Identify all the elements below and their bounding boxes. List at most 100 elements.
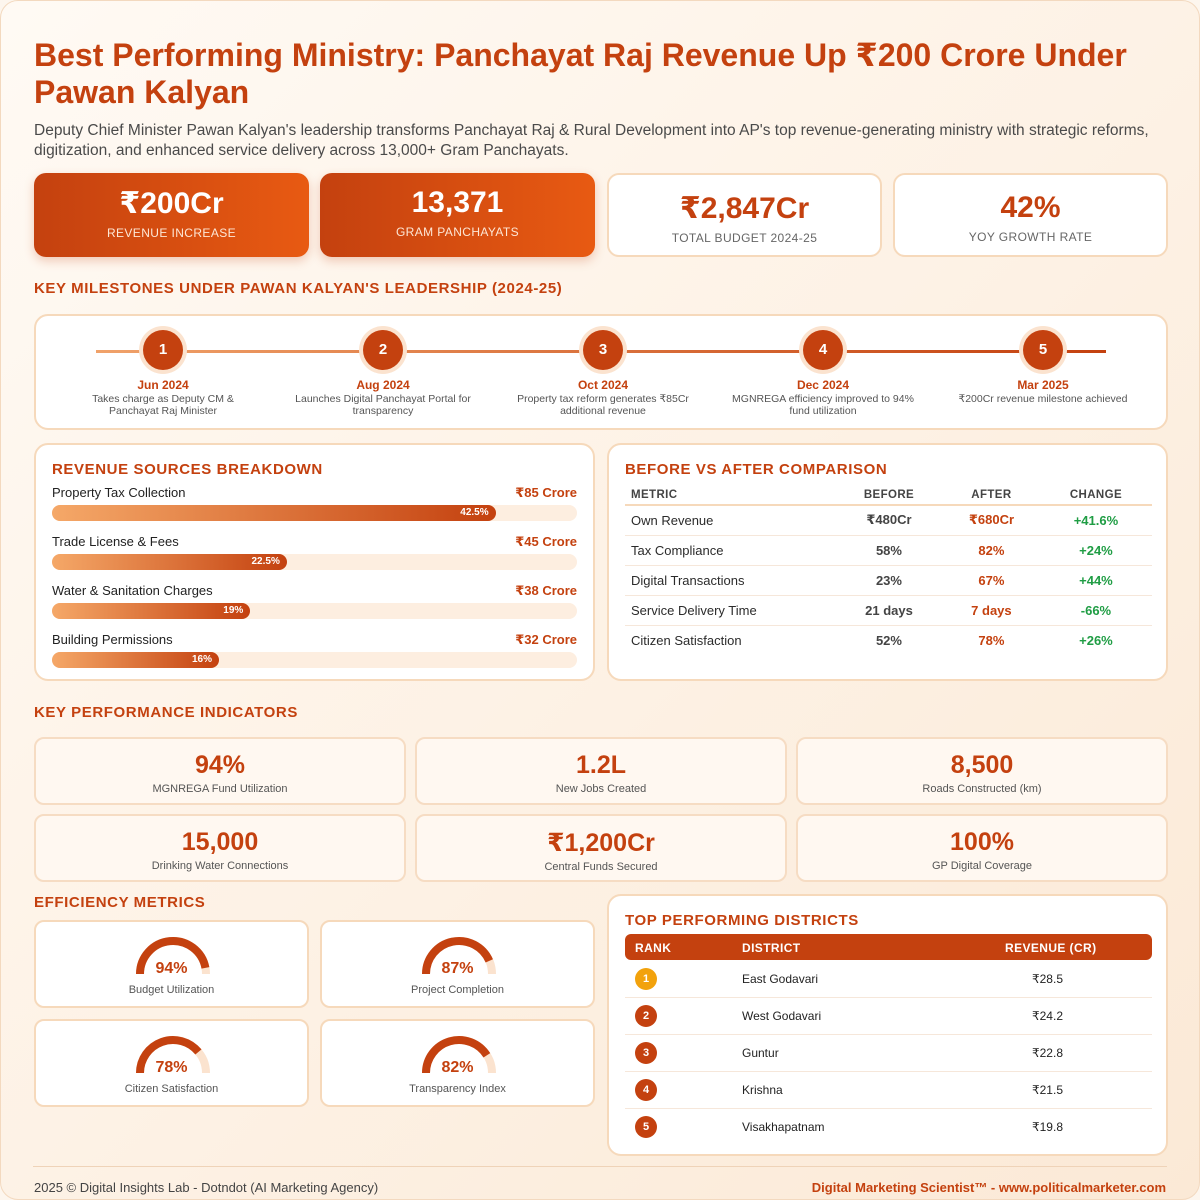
- table-row: 3 Guntur ₹22.8: [625, 1035, 1152, 1072]
- milestone-step: 4 Dec 2024 MGNREGA efficiency improved t…: [728, 330, 918, 417]
- gauge-icon: [136, 936, 210, 975]
- revenue-bar-track: 16%: [52, 652, 577, 668]
- gauge-icon: [422, 936, 496, 975]
- revenue-bar-track: 22.5%: [52, 554, 577, 570]
- revenue-sources-card: REVENUE SOURCES BREAKDOWN Property Tax C…: [34, 443, 595, 681]
- milestone-date: Mar 2025: [1017, 378, 1069, 392]
- efficiency-card: 87% Project Completion: [320, 920, 595, 1008]
- milestone-number: 4: [803, 330, 843, 370]
- milestone-number: 3: [583, 330, 623, 370]
- revenue-row: Building Permissions ₹32 Crore 16%: [52, 632, 577, 672]
- metric-cell: Own Revenue: [625, 505, 835, 536]
- efficiency-value: 87%: [441, 960, 474, 977]
- table-row: 5 Visakhapatnam ₹19.8: [625, 1109, 1152, 1146]
- milestone-number: 2: [363, 330, 403, 370]
- metric-cell: Digital Transactions: [625, 565, 835, 596]
- stat-value: ₹200Cr: [119, 187, 224, 220]
- stat-card-total-budget: ₹2,847Cr TOTAL BUDGET 2024-25: [607, 173, 882, 257]
- kpi-value: 8,500: [950, 751, 1014, 779]
- kpi-card: 15,000 Drinking Water Connections: [34, 814, 406, 882]
- district-revenue: ₹24.2: [1032, 1009, 1063, 1023]
- stat-label: TOTAL BUDGET 2024-25: [671, 231, 818, 245]
- milestone-date: Oct 2024: [577, 378, 629, 392]
- district-name: East Godavari: [742, 972, 819, 986]
- revenue-bar-fill: 42.5%: [52, 505, 496, 521]
- milestone-desc: Takes charge as Deputy CM & Panchayat Ra…: [92, 393, 234, 417]
- kpi-card: 1.2L New Jobs Created: [415, 737, 787, 805]
- gauge-fill: [136, 1036, 202, 1074]
- gauge-fill: [422, 1036, 491, 1074]
- rank-badge: 1: [635, 968, 657, 990]
- milestone-desc: Launches Digital Panchayat Portal for tr…: [295, 393, 471, 417]
- milestone-step: 1 Jun 2024 Takes charge as Deputy CM & P…: [68, 330, 258, 417]
- milestone-desc: Property tax reform generates ₹85Cr addi…: [517, 393, 689, 417]
- after-cell: 82%: [942, 535, 1040, 566]
- rank-badge: 2: [635, 1005, 657, 1027]
- kpi-label: Central Funds Secured: [544, 861, 658, 873]
- column-header: RANK: [635, 941, 672, 955]
- milestones-timeline: 1 Jun 2024 Takes charge as Deputy CM & P…: [34, 314, 1168, 430]
- revenue-amount: ₹85 Crore: [515, 485, 577, 500]
- milestone-date: Dec 2024: [796, 378, 850, 392]
- stat-value: 42%: [1000, 191, 1061, 224]
- district-revenue: ₹21.5: [1032, 1083, 1063, 1097]
- comparison-card: BEFORE VS AFTER COMPARISON METRIC BEFORE…: [607, 443, 1168, 681]
- milestone-desc: ₹200Cr revenue milestone achieved: [958, 393, 1128, 405]
- column-header: DISTRICT: [742, 941, 801, 955]
- change-cell: +44%: [1039, 565, 1152, 596]
- page-subtitle: Deputy Chief Minister Pawan Kalyan's lea…: [34, 122, 1149, 159]
- revenue-source-name: Property Tax Collection: [52, 485, 186, 500]
- gauge-icon: [422, 1036, 496, 1074]
- rank-badge: 4: [635, 1079, 657, 1101]
- after-cell: 78%: [978, 632, 1005, 648]
- stat-card-revenue-increase: ₹200Cr REVENUE INCREASE: [34, 173, 309, 257]
- districts-heading: TOP PERFORMING DISTRICTS: [625, 912, 859, 929]
- comparison-table: METRIC BEFORE AFTER CHANGE Own Revenue ₹…: [625, 485, 1152, 655]
- district-revenue: ₹22.8: [1032, 1046, 1063, 1060]
- revenue-source-name: Trade License & Fees: [52, 534, 179, 549]
- stat-label: REVENUE INCREASE: [106, 226, 237, 240]
- stat-value: 13,371: [411, 186, 504, 219]
- efficiency-label: Citizen Satisfaction: [124, 1083, 219, 1095]
- districts-table-header: RANK DISTRICT REVENUE (CR): [625, 934, 1152, 960]
- efficiency-card: 94% Budget Utilization: [34, 920, 309, 1008]
- kpi-label: MGNREGA Fund Utilization: [152, 783, 288, 795]
- revenue-amount: ₹38 Crore: [515, 583, 577, 598]
- metric-cell: Service Delivery Time: [625, 595, 835, 626]
- kpi-value: 94%: [194, 751, 246, 779]
- after-cell: 7 days: [942, 595, 1040, 626]
- district-revenue: ₹28.5: [1032, 972, 1063, 986]
- milestone-date: Jun 2024: [137, 378, 189, 392]
- district-name: Krishna: [742, 1083, 783, 1097]
- table-row: Digital Transactions 23% 67% +44%: [625, 565, 1152, 596]
- kpi-card: 94% MGNREGA Fund Utilization: [34, 737, 406, 805]
- before-cell: 52%: [875, 632, 902, 648]
- efficiency-value: 94%: [155, 960, 188, 977]
- revenue-percent: 19%: [223, 605, 244, 616]
- gauge-fill: [422, 936, 493, 975]
- milestone-step: 3 Oct 2024 Property tax reform generates…: [508, 330, 698, 417]
- before-cell: 23%: [835, 565, 943, 596]
- footer-divider: [33, 1166, 1167, 1167]
- efficiency-heading: EFFICIENCY METRICS: [34, 894, 206, 911]
- column-header: CHANGE: [1039, 485, 1152, 506]
- kpi-label: GP Digital Coverage: [931, 860, 1033, 872]
- table-row: 4 Krishna ₹21.5: [625, 1072, 1152, 1109]
- kpi-label: New Jobs Created: [555, 783, 647, 795]
- revenue-percent: 16%: [191, 654, 212, 665]
- revenue-amount: ₹45 Crore: [515, 534, 577, 549]
- before-cell: 21 days: [835, 595, 943, 626]
- page-title: Best Performing Ministry: Panchayat Raj …: [34, 37, 1127, 110]
- kpi-card: ₹1,200Cr Central Funds Secured: [415, 814, 787, 882]
- footer-copyright: 2025 © Digital Insights Lab - Dotndot (A…: [34, 1180, 379, 1195]
- kpi-card: 100% GP Digital Coverage: [796, 814, 1168, 882]
- before-cell: 58%: [835, 535, 943, 566]
- footer-brand: Digital Marketing Scientist™ - www.polit…: [811, 1180, 1166, 1195]
- change-cell: +26%: [1079, 632, 1113, 648]
- after-cell: ₹680Cr: [942, 505, 1040, 536]
- kpi-label: Drinking Water Connections: [151, 860, 289, 872]
- table-row: Service Delivery Time 21 days 7 days -66…: [625, 595, 1152, 626]
- column-header: AFTER: [942, 485, 1040, 506]
- table-row: 2 West Godavari ₹24.2: [625, 998, 1152, 1035]
